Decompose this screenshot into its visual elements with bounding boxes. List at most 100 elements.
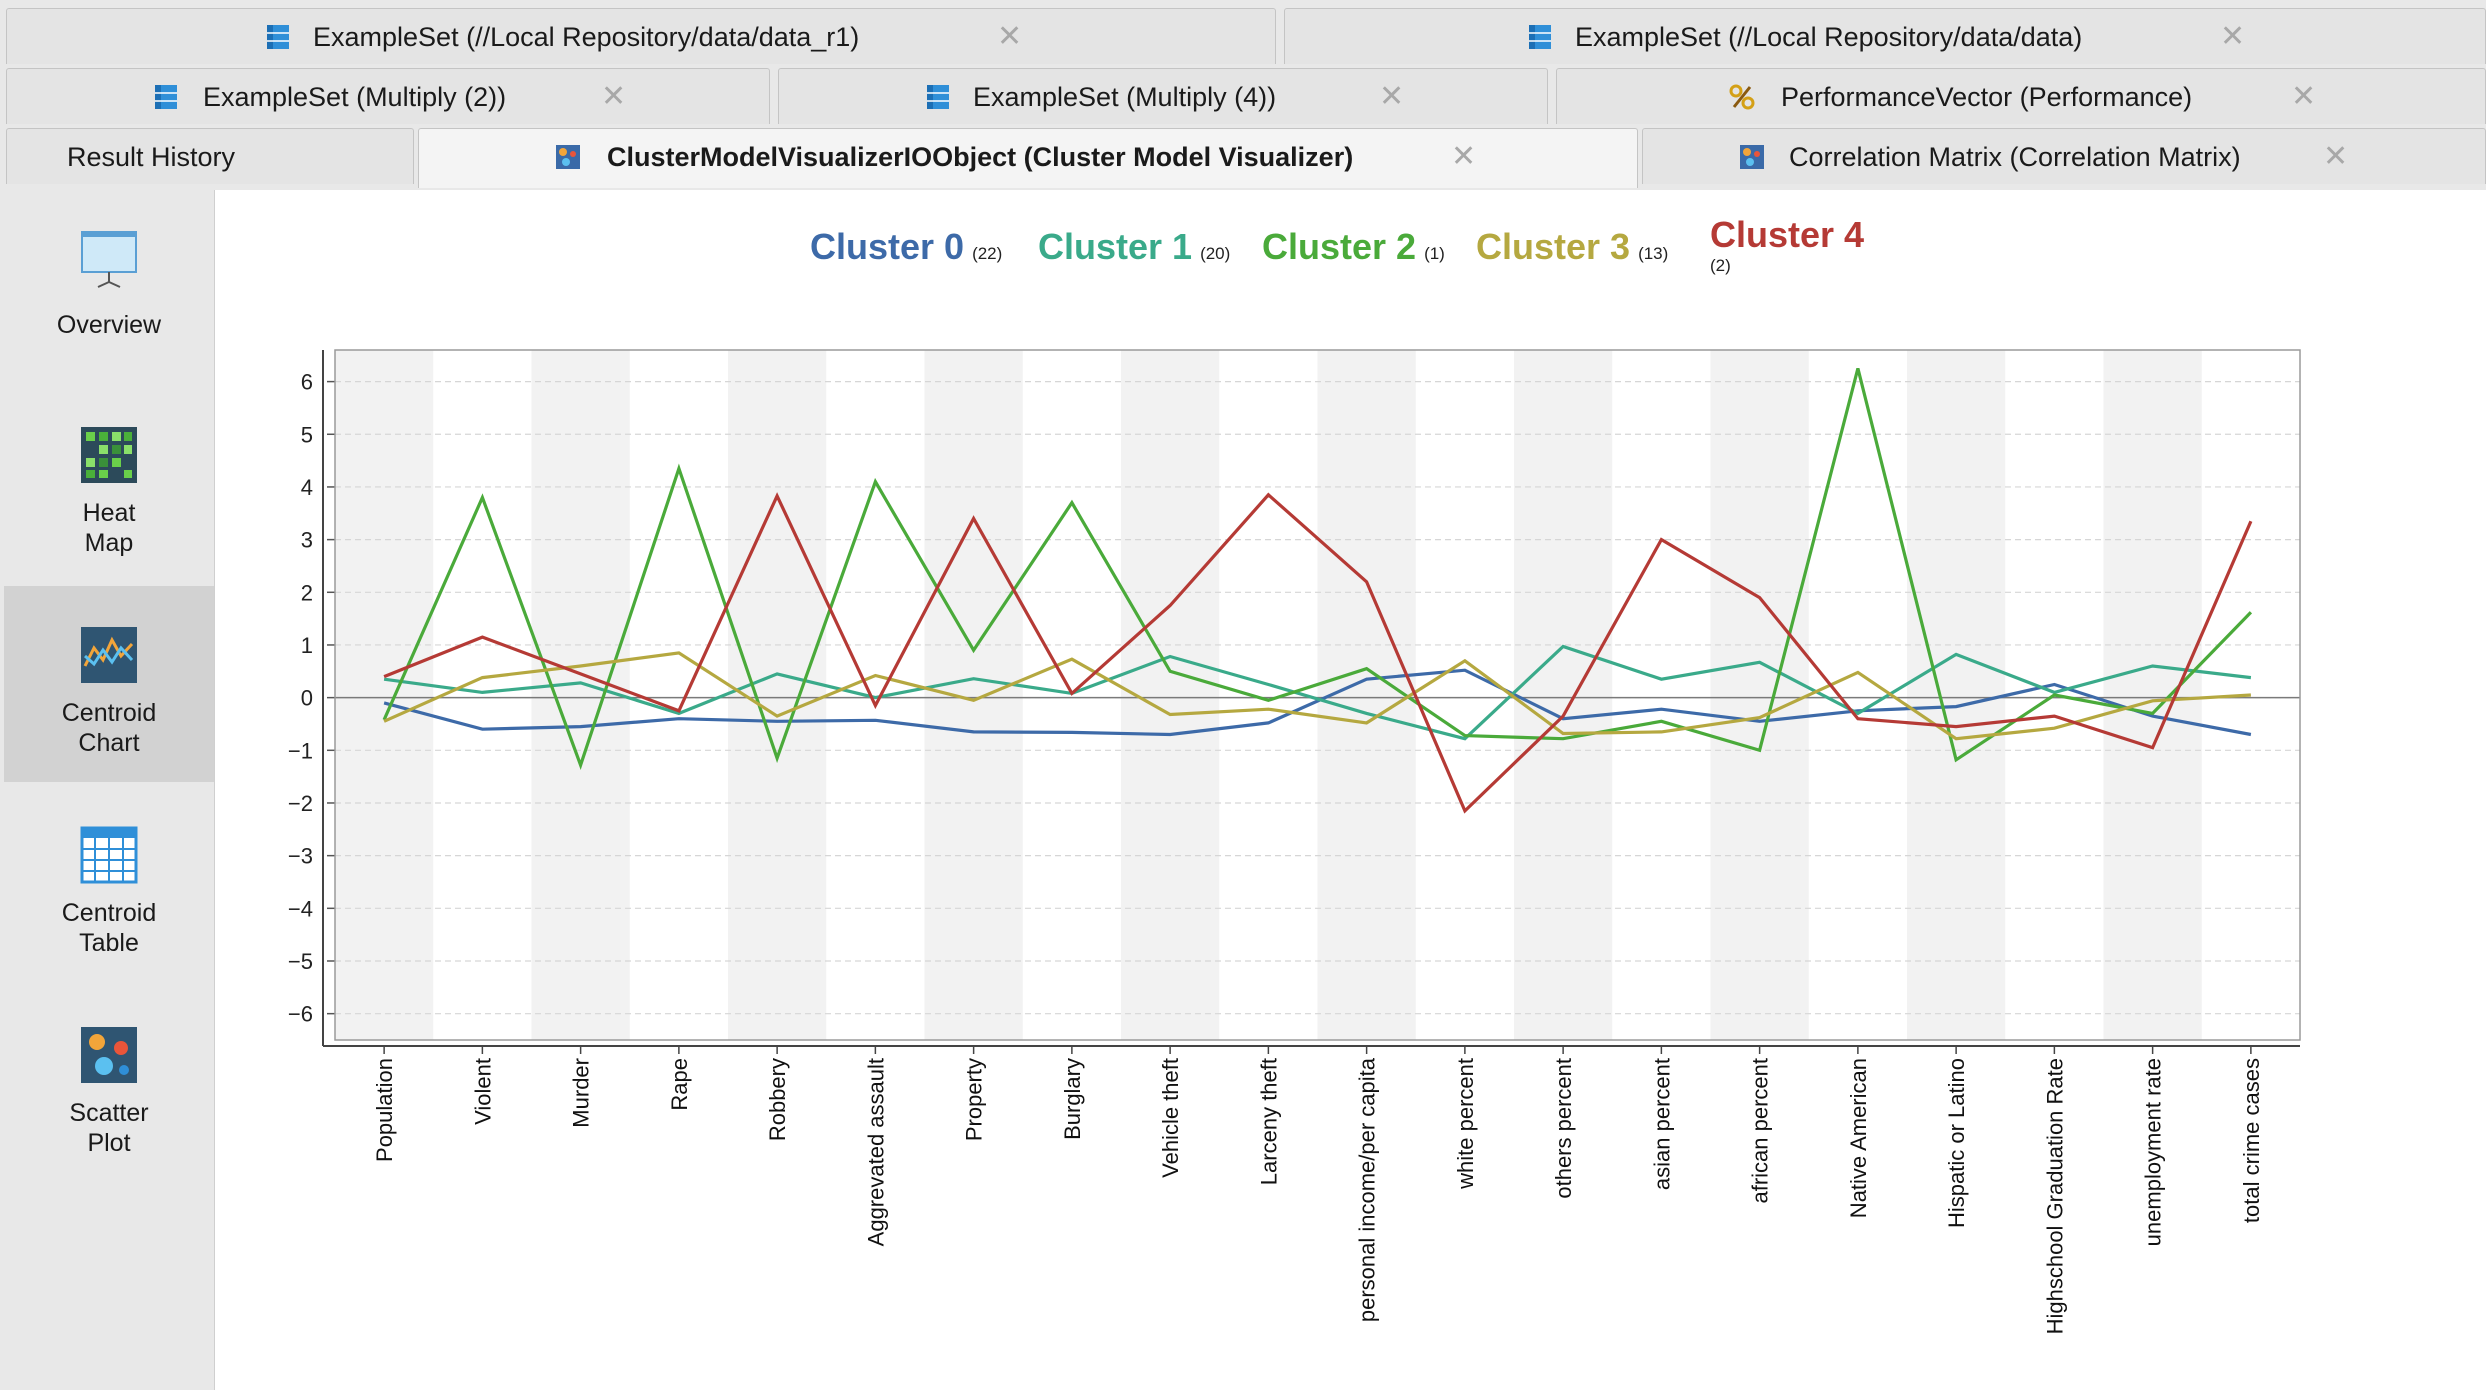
series-line-cluster-3 (383, 651, 2251, 741)
legend-item-cluster-0[interactable]: Cluster 0 (22) (810, 226, 1002, 268)
close-icon[interactable]: ✕ (1451, 140, 1477, 173)
legend-item-cluster-4[interactable]: Cluster 4 (2) (1710, 214, 1864, 276)
y-tick-label: −6 (288, 1002, 313, 1027)
heat-map-icon (81, 427, 137, 483)
series-line-cluster-0 (383, 668, 2252, 737)
close-icon[interactable]: ✕ (2220, 20, 2246, 53)
y-tick-label: −5 (288, 949, 313, 974)
category-band (924, 350, 1023, 1040)
x-category-label: Murder (569, 1058, 594, 1128)
y-tick-label: −4 (288, 896, 313, 921)
y-tick-label: 4 (301, 475, 313, 500)
legend-item-cluster-3[interactable]: Cluster 3 (13) (1476, 226, 1668, 268)
sidebar-item-label: Scatter Plot (69, 1099, 149, 1157)
cluster-model-icon (556, 145, 580, 169)
scatter-plot-icon (81, 1027, 137, 1083)
legend-count: (22) (972, 244, 1003, 263)
tab-label: ExampleSet (//Local Repository/data/data… (313, 22, 860, 52)
x-category-label: Aggrevated assault (863, 1058, 888, 1246)
sidebar-item-centroid-table[interactable]: Centroid Table (4, 786, 214, 982)
y-tick-label: 1 (301, 633, 313, 658)
legend-name: Cluster 2 (1262, 226, 1417, 267)
x-category-label: asian percent (1649, 1058, 1674, 1190)
series-line-cluster-2 (382, 368, 2253, 770)
sidebar-item-label: Centroid Table (61, 899, 157, 957)
tab-label: PerformanceVector (Performance) (1781, 82, 2193, 112)
legend-name: Cluster 4 (1710, 214, 1865, 255)
category-band (1907, 350, 2006, 1040)
y-tick-label: 6 (301, 370, 313, 395)
category-band (531, 350, 630, 1040)
sidebar-item-label: Overview (56, 311, 162, 339)
legend-count: (13) (1638, 244, 1669, 263)
exampleset-icon (1529, 25, 1551, 49)
tab-result-history[interactable]: Result History (6, 128, 414, 184)
x-category-label: white percent (1453, 1058, 1478, 1190)
tab-row-1: ExampleSet (//Local Repository/data/data… (6, 8, 2486, 66)
x-category-label: total crime cases (2239, 1058, 2264, 1223)
tab-exampleset-data[interactable]: ExampleSet (//Local Repository/data/data… (1284, 8, 2486, 64)
tab-performance-vector[interactable]: PerformanceVector (Performance) ✕ (1556, 68, 2486, 124)
centroid-chart-icon (81, 627, 137, 683)
plot-frame (334, 349, 2301, 1041)
tab-label: Correlation Matrix (Correlation Matrix) (1789, 142, 2241, 172)
x-category-label: Property (962, 1058, 987, 1141)
exampleset-icon (927, 85, 949, 109)
centroid-table-icon (80, 826, 138, 884)
tab-exampleset-data-r1[interactable]: ExampleSet (//Local Repository/data/data… (6, 8, 1276, 64)
x-category-label: Violent (470, 1058, 495, 1125)
tab-row-2: ExampleSet (Multiply (2)) ✕ ExampleSet (… (6, 68, 2486, 126)
exampleset-icon (155, 85, 177, 109)
legend-item-cluster-1[interactable]: Cluster 1 (20) (1038, 226, 1230, 268)
legend-item-cluster-2[interactable]: Cluster 2 (1) (1262, 226, 1445, 268)
series-line-cluster-1 (383, 644, 2252, 741)
close-icon[interactable]: ✕ (601, 80, 627, 113)
category-band (1514, 350, 1613, 1040)
exampleset-icon (267, 25, 289, 49)
tab-label: ExampleSet (//Local Repository/data/data… (1575, 22, 2083, 52)
close-icon[interactable]: ✕ (997, 20, 1023, 53)
x-category-label: Population (372, 1058, 397, 1162)
tab-label: ExampleSet (Multiply (4)) (973, 82, 1277, 112)
tab-correlation-matrix[interactable]: Correlation Matrix (Correlation Matrix) … (1642, 128, 2486, 184)
legend-name: Cluster 3 (1476, 226, 1631, 267)
y-tick-label: 3 (301, 528, 313, 553)
tab-row-3: Result History ClusterModelVisualizerIOO… (6, 128, 2486, 188)
close-icon[interactable]: ✕ (2323, 140, 2349, 173)
tab-label: ClusterModelVisualizerIOObject (Cluster … (607, 142, 1354, 172)
x-category-label: Robbery (765, 1058, 790, 1141)
x-category-label: others percent (1551, 1058, 1576, 1199)
correlation-matrix-icon (1740, 145, 1764, 169)
x-category-label: Burglary (1060, 1058, 1085, 1140)
x-category-label: african percent (1748, 1058, 1773, 1204)
sidebar-item-centroid-chart[interactable]: Centroid Chart (4, 586, 214, 782)
x-category-label: Larceny theft (1256, 1058, 1281, 1185)
sidebar-item-label: Heat Map (82, 499, 136, 557)
x-category-label: Native American (1846, 1058, 1871, 1218)
legend-count: (20) (1200, 244, 1231, 263)
centroid-chart-panel: Cluster 0 (22) Cluster 1 (20) Cluster 2 (1)… (215, 190, 2486, 1390)
tab-exampleset-multiply-4[interactable]: ExampleSet (Multiply (4)) ✕ (778, 68, 1548, 124)
visualizer-sidebar: Overview Heat Map Centroid Chart Centroi… (4, 190, 215, 1390)
close-icon[interactable]: ✕ (2291, 80, 2317, 113)
x-category-label: Highschool Graduation Rate (2042, 1058, 2067, 1334)
sidebar-item-overview[interactable]: Overview (4, 190, 214, 386)
tab-label: Result History (67, 142, 236, 172)
legend-count: (2) (1710, 256, 1731, 275)
tab-exampleset-multiply-2[interactable]: ExampleSet (Multiply (2)) ✕ (6, 68, 770, 124)
y-tick-label: 5 (301, 422, 313, 447)
category-band (335, 350, 434, 1040)
sidebar-item-scatter-plot[interactable]: Scatter Plot (4, 986, 214, 1182)
series-line-cluster-4 (383, 492, 2253, 814)
x-category-label: Rape (667, 1058, 692, 1111)
x-category-label: personal income/per capita (1355, 1057, 1380, 1322)
y-tick-label: 2 (301, 580, 313, 605)
x-category-label: Hispatic or Latino (1944, 1058, 1969, 1228)
performance-icon (1729, 84, 1755, 110)
sidebar-item-heat-map[interactable]: Heat Map (4, 386, 214, 582)
x-category-label: unemployment rate (2141, 1058, 2166, 1246)
category-band (2103, 350, 2202, 1040)
category-band (1710, 350, 1809, 1040)
tab-cluster-model-visualizer[interactable]: ClusterModelVisualizerIOObject (Cluster … (418, 128, 1638, 188)
close-icon[interactable]: ✕ (1379, 80, 1405, 113)
